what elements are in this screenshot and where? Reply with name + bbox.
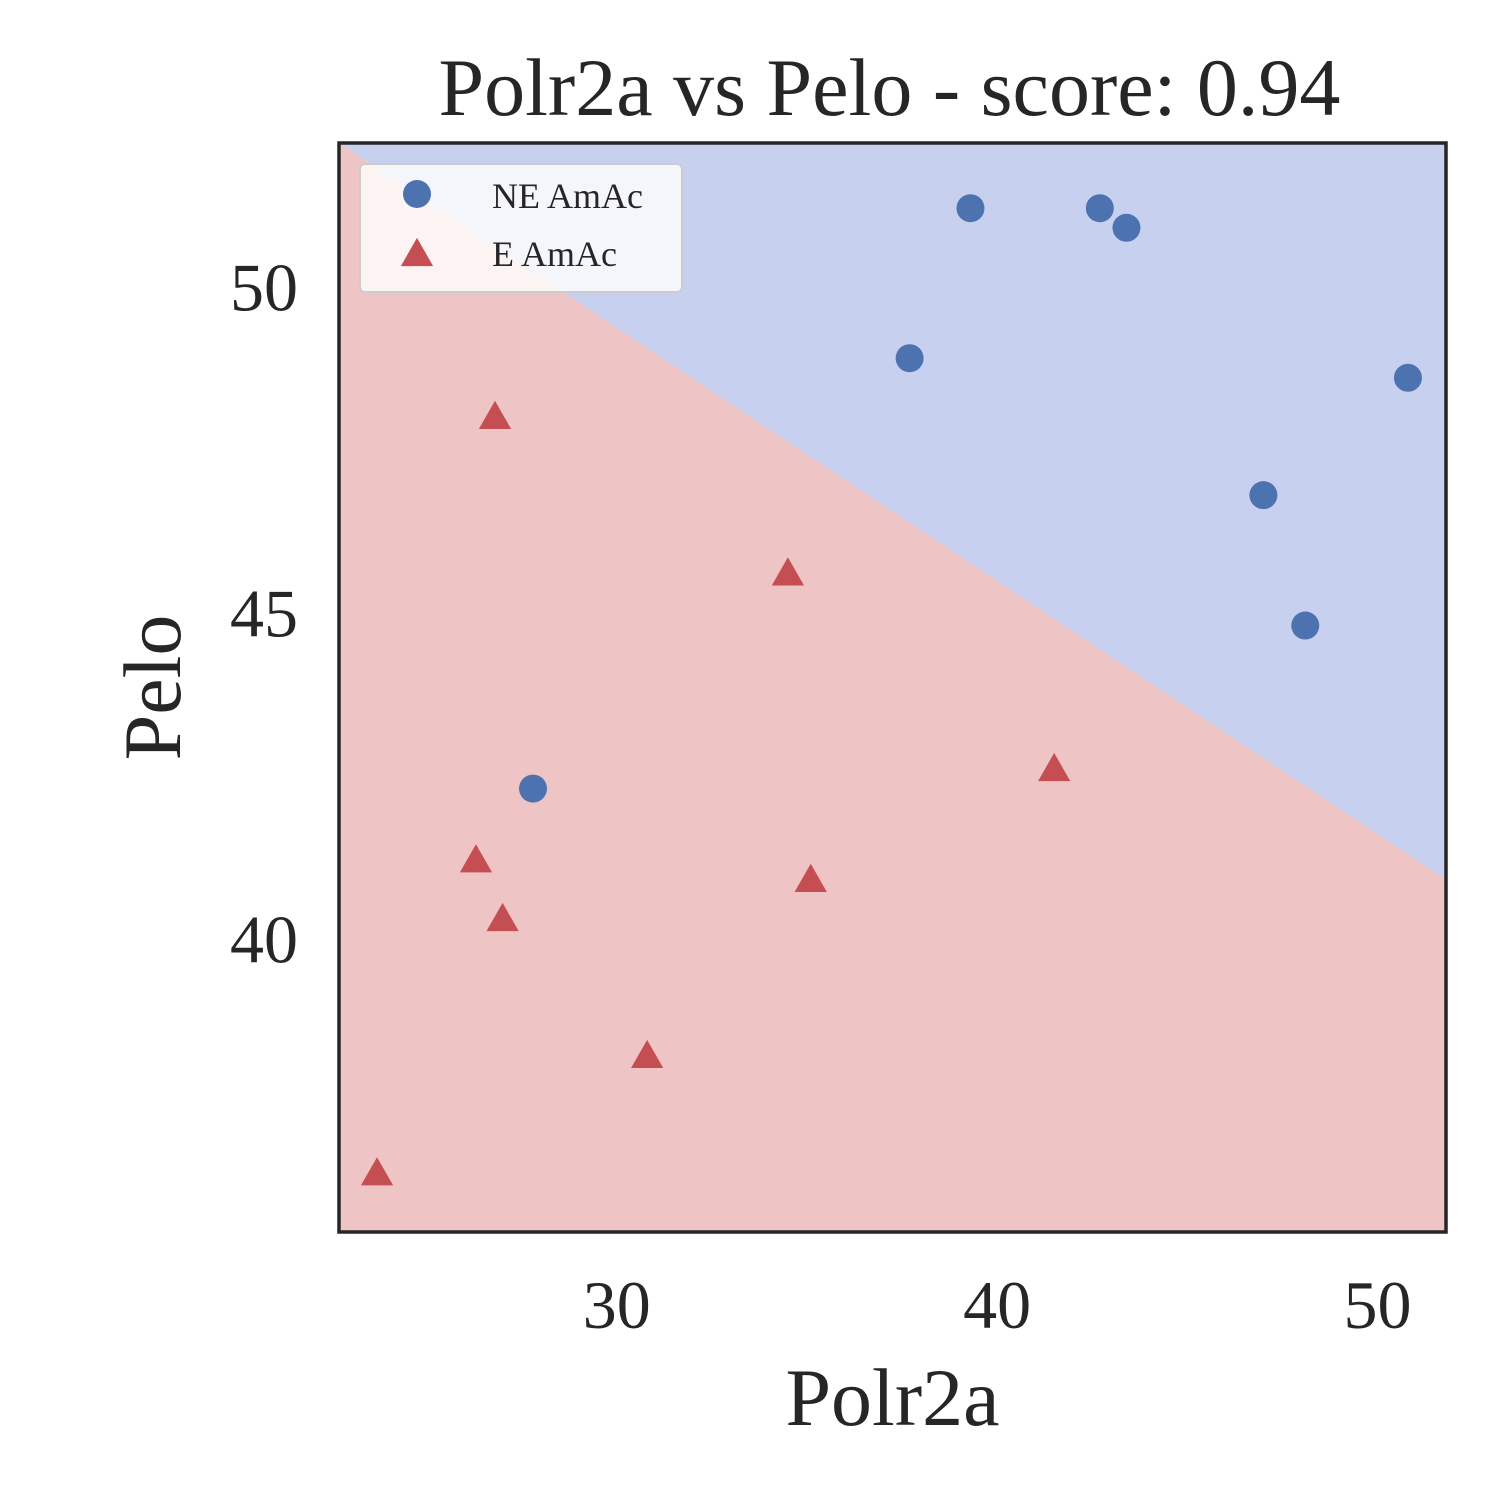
y-axis-ticks: 40 45 50 (230, 249, 298, 977)
legend-box (359, 163, 683, 293)
point-ne-amac-3 (895, 344, 924, 373)
legend-label-0: NE AmAc (492, 176, 643, 216)
point-ne-amac-4 (1393, 363, 1422, 392)
region-e-amac (339, 143, 1446, 1232)
point-ne-amac-7 (519, 774, 548, 803)
point-e-amac-3 (459, 844, 493, 873)
point-e-amac-4 (794, 863, 827, 892)
points-layer (360, 194, 1422, 1186)
x-tick-label: 50 (1344, 1267, 1412, 1343)
point-e-amac-0 (478, 400, 512, 429)
y-tick-label: 40 (230, 902, 298, 978)
point-ne-amac-6 (1291, 611, 1320, 640)
legend-marker-1 (400, 237, 434, 267)
legend-items: NE AmAc E AmAc (400, 176, 643, 274)
plot-frame (337, 141, 1448, 1234)
x-axis-label: Polr2a (785, 1352, 999, 1443)
legend-marker-0 (403, 180, 431, 208)
point-e-amac-5 (486, 902, 519, 932)
y-axis-label: Pelo (107, 615, 198, 761)
x-tick-label: 30 (583, 1267, 651, 1343)
point-ne-amac-0 (956, 194, 985, 223)
chart-title: Polr2a vs Pelo - score: 0.94 (439, 42, 1341, 133)
point-e-amac-6 (631, 1039, 664, 1069)
point-e-amac-2 (1038, 752, 1071, 782)
plot-area (337, 141, 1448, 1234)
point-ne-amac-5 (1249, 481, 1278, 510)
point-ne-amac-1 (1085, 194, 1114, 223)
x-tick-label: 40 (963, 1267, 1031, 1343)
point-e-amac-7 (360, 1157, 394, 1186)
legend-label-1: E AmAc (492, 234, 617, 274)
point-e-amac-1 (771, 557, 804, 586)
y-tick-label: 45 (230, 576, 298, 652)
point-ne-amac-2 (1112, 213, 1141, 242)
x-axis-ticks: 30 40 50 (583, 1267, 1412, 1343)
legend: NE AmAc E AmAc (359, 163, 683, 293)
y-tick-label: 50 (230, 249, 298, 325)
